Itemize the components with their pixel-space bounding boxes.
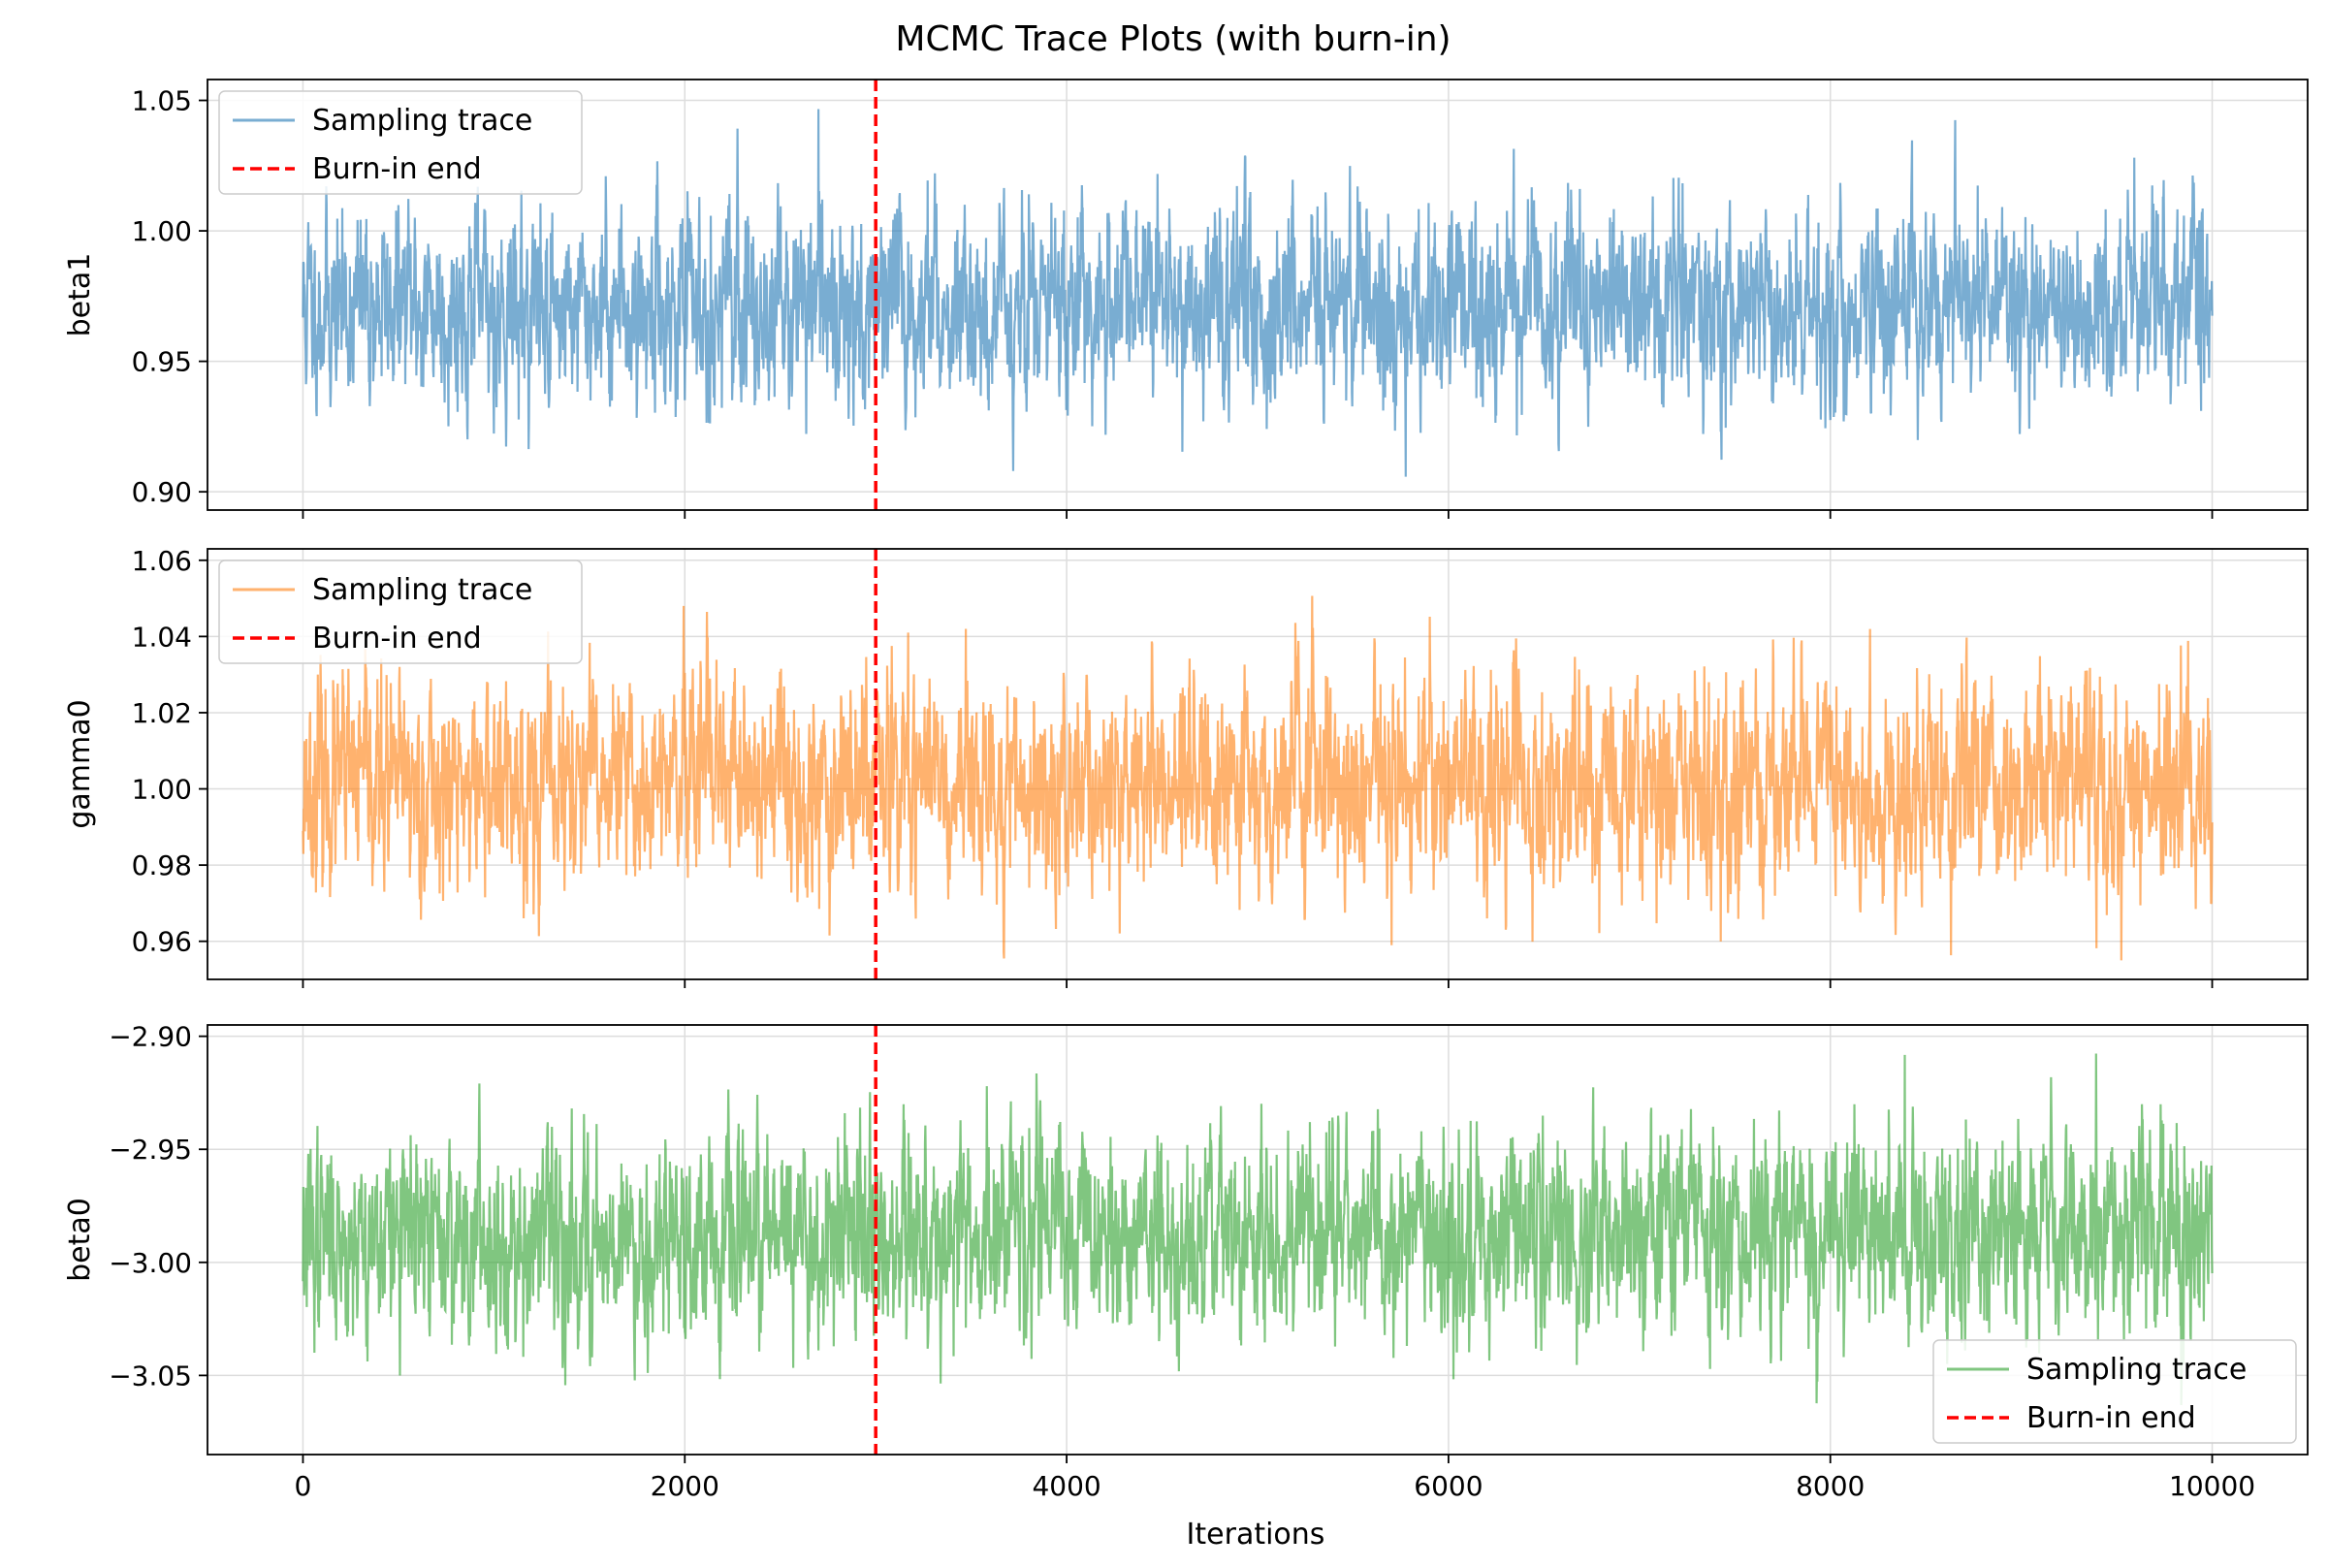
panel-beta1: 0.90 0.95 1.00 1.05 beta1 Sampling trace Burn-… bbox=[63, 79, 2309, 519]
x-tick-label: 10000 bbox=[2169, 1470, 2255, 1502]
x-tick-label: 0 bbox=[295, 1470, 312, 1502]
sampling-trace-line bbox=[302, 595, 2214, 961]
y-tick-label: 1.04 bbox=[132, 621, 192, 653]
y-axis-label: beta0 bbox=[63, 1198, 97, 1282]
y-tick-label: 0.96 bbox=[132, 926, 192, 958]
chart-title: MCMC Trace Plots (with burn-in) bbox=[895, 19, 1451, 59]
x-axis-label: Iterations bbox=[1187, 1518, 1325, 1552]
axes-frame bbox=[207, 548, 2309, 980]
panels: 0.90 0.95 1.00 1.05 beta1 Sampling trace Burn-… bbox=[63, 79, 2309, 1502]
y-tick-label: 1.00 bbox=[132, 215, 192, 247]
y-axis-label: gamma0 bbox=[63, 699, 97, 828]
sampling-trace-line bbox=[302, 109, 2214, 477]
x-tick-label: 6000 bbox=[1414, 1470, 1483, 1502]
legend-label-trace: Sampling trace bbox=[2026, 1353, 2247, 1387]
legend-label-burnin: Burn-in end bbox=[312, 152, 482, 186]
legend-box bbox=[1932, 1339, 2297, 1444]
axes-frame bbox=[207, 1024, 2309, 1456]
x-tick-label: 4000 bbox=[1032, 1470, 1100, 1502]
legend-box bbox=[218, 90, 583, 195]
y-tick-label: 1.05 bbox=[132, 85, 192, 117]
y-tick-label: 1.06 bbox=[132, 545, 192, 577]
legend-box bbox=[218, 560, 583, 664]
panel-gamma0: 0.96 0.98 1.00 1.02 1.04 1.06 gamma0 Sampling t… bbox=[63, 545, 2309, 988]
y-axis-label: beta1 bbox=[63, 253, 97, 337]
legend: Sampling trace Burn-in end bbox=[218, 560, 583, 664]
legend: Sampling trace Burn-in end bbox=[218, 90, 583, 195]
y-tick-label: 1.02 bbox=[132, 697, 192, 729]
legend-label-trace: Sampling trace bbox=[312, 573, 532, 607]
sampling-trace-line bbox=[302, 1053, 2214, 1406]
legend-label-burnin: Burn-in end bbox=[2026, 1401, 2196, 1435]
axes-frame bbox=[207, 79, 2309, 511]
legend-label-burnin: Burn-in end bbox=[312, 622, 482, 656]
panel-beta0: −3.05 −3.00 −2.95 −2.90 0 2000 4000 6000 8000 100… bbox=[63, 1021, 2309, 1502]
y-tick-label: 0.98 bbox=[132, 849, 192, 881]
legend: Sampling trace Burn-in end bbox=[1932, 1339, 2297, 1444]
x-tick-label: 8000 bbox=[1796, 1470, 1865, 1502]
y-tick-label: −3.00 bbox=[109, 1247, 192, 1279]
y-tick-label: 0.95 bbox=[132, 346, 192, 378]
y-tick-label: −2.90 bbox=[109, 1021, 192, 1053]
y-tick-label: 1.00 bbox=[132, 774, 192, 806]
legend-label-trace: Sampling trace bbox=[312, 104, 532, 138]
x-tick-label: 2000 bbox=[651, 1470, 719, 1502]
y-tick-label: −2.95 bbox=[109, 1134, 192, 1166]
y-tick-label: 0.90 bbox=[132, 476, 192, 508]
y-tick-label: −3.05 bbox=[109, 1360, 192, 1392]
